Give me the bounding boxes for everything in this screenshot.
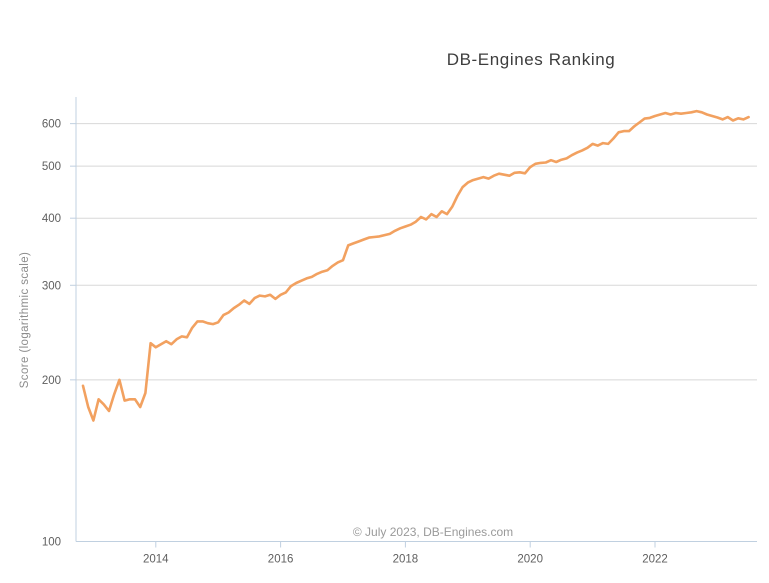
x-tick-label-2022: 2022 [642, 554, 668, 566]
x-tick-label-2014: 2014 [143, 554, 169, 566]
x-tick-label-2016: 2016 [268, 554, 294, 566]
y-tick-label-200: 200 [42, 375, 61, 387]
x-tick-label-2018: 2018 [393, 554, 419, 566]
chart-title: DB-Engines Ranking [446, 50, 616, 69]
footer-credit: © July 2023, DB-Engines.com [352, 525, 514, 539]
y-tick-label-500: 500 [42, 161, 61, 173]
y-tick-label-400: 400 [42, 213, 61, 225]
y-tick-label-300: 300 [42, 280, 61, 292]
score-series-line [81, 109, 750, 422]
y-tick-label-100: 100 [42, 537, 61, 549]
x-tick-label-2020: 2020 [517, 554, 543, 566]
y-tick-label-600: 600 [42, 119, 61, 131]
